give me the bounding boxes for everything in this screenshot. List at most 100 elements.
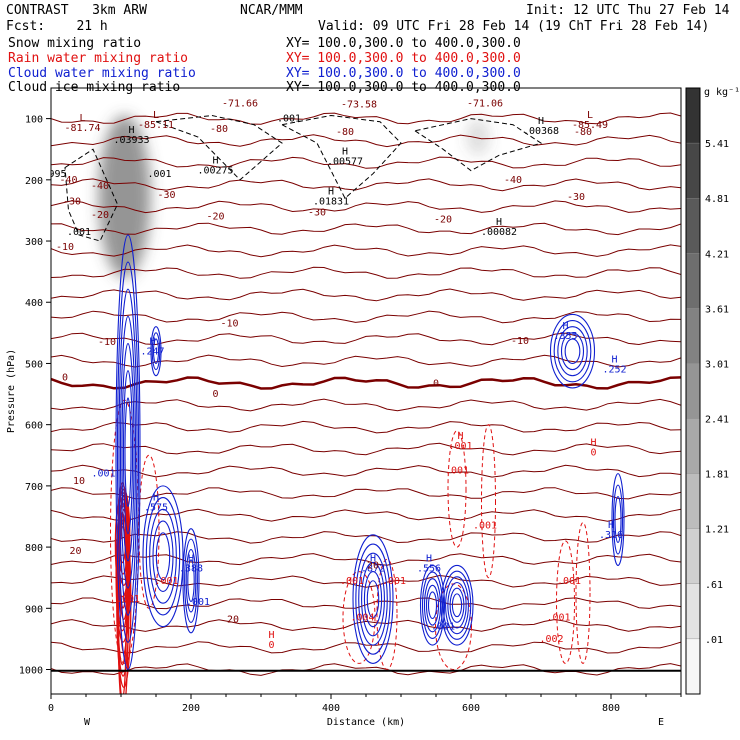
cloud-ice-contour	[280, 114, 402, 199]
rain-water-value-label: .001	[473, 521, 497, 532]
isotherm-label: -80	[574, 127, 592, 138]
cloud-ice-value-label: H995	[42, 169, 66, 180]
colorbar-label: .61	[705, 580, 723, 591]
colorbar-label: 1.81	[705, 470, 729, 481]
temperature-extremum-marker: L	[79, 113, 85, 124]
cloud-water-contour	[122, 370, 134, 535]
cloud-ice-value-label: .00275	[197, 166, 233, 177]
cloud-water-value-label: .575	[144, 502, 168, 513]
cloud-water-contour	[184, 538, 198, 623]
isotherm	[51, 112, 681, 125]
isotherm-label: -10	[220, 319, 238, 330]
legend-snow-xy: XY= 100.0,300.0 to 400.0,300.0	[286, 36, 521, 51]
snow-shading-plume	[98, 115, 151, 278]
cloud-ice-value-label: .00082	[481, 227, 517, 238]
isotherm-label: -20	[434, 215, 452, 226]
isotherm	[51, 310, 681, 324]
cloud-water-value-label: .001	[91, 469, 115, 480]
isotherm	[51, 597, 681, 610]
x-axis-label: Distance (km)	[327, 717, 405, 728]
isotherm-label: 0	[62, 373, 68, 384]
isotherm-label: -40	[59, 175, 77, 186]
y-tick-label: 200	[25, 176, 43, 187]
cloud-ice-extremum-marker: H	[212, 156, 218, 167]
colorbar-label: 2.41	[705, 415, 729, 426]
colorbar-unit: g kg⁻¹	[704, 87, 740, 98]
cloud-water-contour	[119, 315, 137, 589]
rain-water-value-label: .001	[340, 576, 364, 587]
cloud-water-value-label: .247	[140, 346, 164, 357]
x-tick-label: 800	[602, 703, 620, 714]
y-tick-label: 100	[25, 115, 43, 126]
rain-water-value-label: .002	[539, 634, 563, 645]
rain-water-value-label: .001	[546, 613, 570, 624]
cloud-ice-value-label: .001	[147, 169, 171, 180]
isotherm-label: -10	[511, 336, 529, 347]
legend-rain: Rain water mixing ratio	[8, 51, 189, 66]
colorbar-label: 3.61	[705, 304, 729, 315]
cloud-water-contour	[361, 561, 385, 637]
cloud-water-extremum-marker: H	[608, 520, 614, 531]
colorbar-label: 4.81	[705, 194, 729, 205]
isotherm	[51, 618, 681, 632]
isotherm	[51, 200, 681, 214]
rain-water-value-label: 0	[590, 447, 596, 458]
rain-water-contour	[481, 424, 496, 579]
rain-water-value-label: .004	[350, 613, 374, 624]
cloud-ice-value-label: .001	[67, 227, 91, 238]
colorbar-swatch	[685, 473, 701, 529]
isotherm-label: -30	[157, 190, 175, 201]
cloud-water-contour	[145, 497, 181, 616]
isotherm-label: -30	[63, 196, 81, 207]
isotherm	[51, 244, 681, 258]
cloud-water-value-label: .355	[553, 331, 577, 342]
header-fcst: Fcst: 21 h	[6, 19, 108, 34]
cloud-water-contour	[150, 326, 162, 377]
header-center: NCAR/MMM	[240, 3, 303, 18]
cloud-ice-extremum-marker: H	[496, 217, 502, 228]
cloud-water-contour	[419, 564, 446, 646]
isotherm	[51, 178, 681, 192]
cloud-water-contour	[352, 534, 394, 664]
cloud-water-contour	[614, 496, 622, 544]
y-tick-label: 500	[25, 359, 43, 370]
cloud-water-contour	[182, 528, 200, 634]
temperature-extremum-marker: L	[587, 110, 593, 121]
isotherm-label: -20	[91, 210, 109, 221]
cloud-water-value-label: .316	[599, 530, 623, 541]
cloud-ice-extremum-marker: H	[328, 186, 334, 197]
cloud-water-extremum-marker: H	[149, 336, 155, 347]
colorbar-frame	[685, 87, 701, 695]
header-model: CONTRAST 3km ARW	[6, 4, 147, 18]
isotherm-label: -30	[567, 192, 585, 203]
cloud-water-contour	[124, 397, 132, 508]
cloud-ice-value-label: .03933	[113, 135, 149, 146]
colorbar-swatch	[685, 583, 701, 640]
rain-water-value-label: 0	[268, 640, 274, 651]
cloud-water-contour	[115, 234, 141, 671]
colorbar-swatch	[685, 528, 701, 584]
cloud-water-contour	[447, 581, 467, 629]
cloud-water-contour	[427, 591, 438, 620]
isotherm-label: -30	[308, 207, 326, 218]
isotherm-label: 10	[73, 476, 85, 487]
cloud-water-contour	[557, 326, 588, 377]
cloud-ice-extremum-marker: H	[538, 116, 544, 127]
isotherm	[51, 420, 681, 434]
cloud-water-contour	[142, 485, 184, 628]
colorbar-label: 5.41	[705, 139, 729, 150]
isotherm	[51, 134, 681, 148]
model-name: CONTRAST	[6, 3, 69, 18]
cloud-water-contour	[425, 584, 440, 626]
cloud-water-contour	[612, 484, 624, 555]
legend-snow: Snow mixing ratio	[8, 36, 142, 51]
isotherm-label: -80	[210, 124, 228, 135]
rain-water-extremum-marker: H	[268, 630, 274, 641]
cloud-water-contour	[445, 576, 469, 635]
cloud-water-contour	[358, 552, 388, 646]
y-tick-label: 1000	[19, 666, 43, 677]
x-tick-label: 0	[48, 703, 54, 714]
isotherm-label: 20	[227, 614, 239, 625]
isotherm-zero	[51, 376, 681, 390]
y-tick-label: 800	[25, 543, 43, 554]
